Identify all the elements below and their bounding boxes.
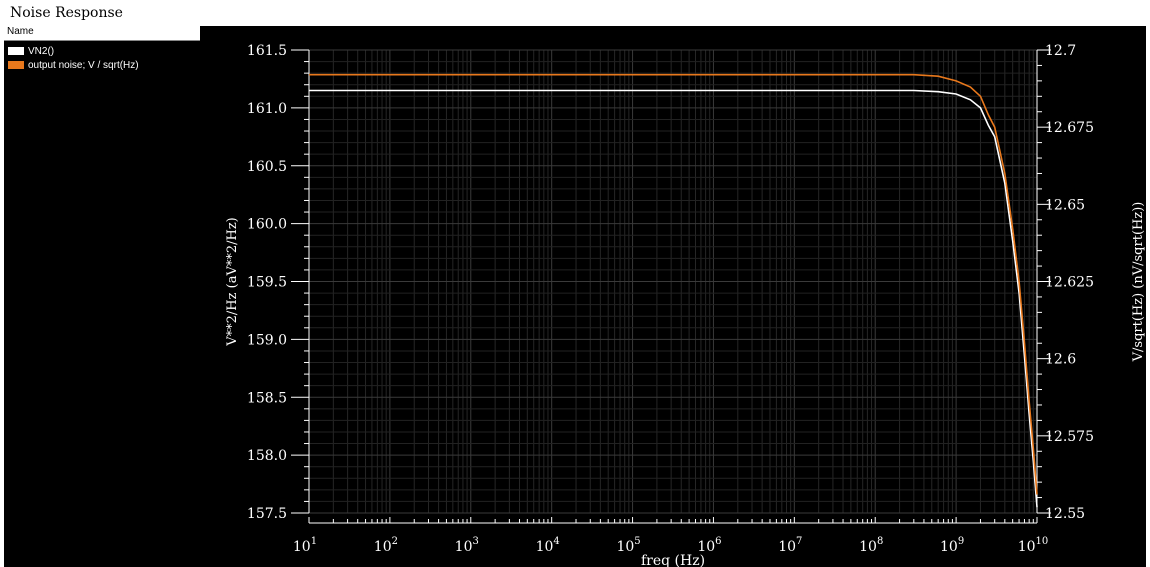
legend-item-vn2[interactable]: VN2() [8, 45, 54, 57]
legend-label-vn2: VN2() [28, 45, 55, 57]
x-tick-label: 108 [859, 536, 883, 555]
y-right-tick-label: 12.65 [1045, 197, 1085, 213]
y-left-tick-label: 160.0 [247, 217, 287, 233]
x-tick-label: 103 [455, 536, 479, 555]
y-left-tick-label: 160.5 [247, 159, 287, 175]
y-left-tick-label: 158.0 [247, 448, 287, 464]
y-right-tick-label: 12.6 [1045, 352, 1076, 368]
legend-swatch-output-noise [8, 61, 24, 69]
y-left-axis-label: V**2/Hz (aV**2/Hz) [225, 217, 240, 346]
x-tick-label: 105 [616, 536, 640, 555]
y-left-tick-label: 158.5 [247, 390, 287, 406]
series-line-vn2 [309, 89, 1038, 508]
x-tick-label: 104 [536, 536, 560, 555]
series-line-output-noise [309, 73, 1038, 495]
y-right-axis-label: V/sqrt(Hz) (nV/sqrt(Hz)) [1131, 202, 1146, 363]
legend-swatch-vn2 [8, 47, 24, 55]
x-tick-label: 106 [697, 536, 721, 555]
grid-lines [308, 49, 1037, 514]
y-left-tick-label: 157.5 [247, 506, 287, 522]
y-right-tick-label: 12.575 [1045, 429, 1094, 445]
legend-item-output-noise[interactable]: output noise; V / sqrt(Hz) [8, 59, 139, 71]
y-right-tick-label: 12.625 [1045, 275, 1094, 291]
x-tick-label: 101 [293, 536, 317, 555]
y-left-tick-label: 161.5 [247, 43, 287, 59]
window-title: Noise Response [10, 5, 123, 21]
x-tick-label: 102 [374, 536, 398, 555]
y-right-tick-label: 12.55 [1045, 506, 1085, 522]
legend-label-output-noise: output noise; V / sqrt(Hz) [28, 59, 139, 71]
title-bar: Noise Response [0, 0, 1150, 26]
y-left-tick-label: 159.0 [247, 332, 287, 348]
y-right-tick-label: 12.675 [1045, 120, 1094, 136]
y-left-tick-label: 159.5 [247, 275, 287, 291]
x-tick-label: 109 [940, 536, 964, 555]
legend-header-label: Name [7, 26, 34, 37]
x-tick-label: 107 [778, 536, 802, 555]
y-left-tick-label: 161.0 [247, 101, 287, 117]
legend-header: Name [4, 26, 200, 41]
x-tick-label: 1010 [1018, 536, 1049, 555]
y-right-tick-label: 12.7 [1045, 43, 1076, 59]
x-axis-label: freq (Hz) [641, 553, 705, 567]
